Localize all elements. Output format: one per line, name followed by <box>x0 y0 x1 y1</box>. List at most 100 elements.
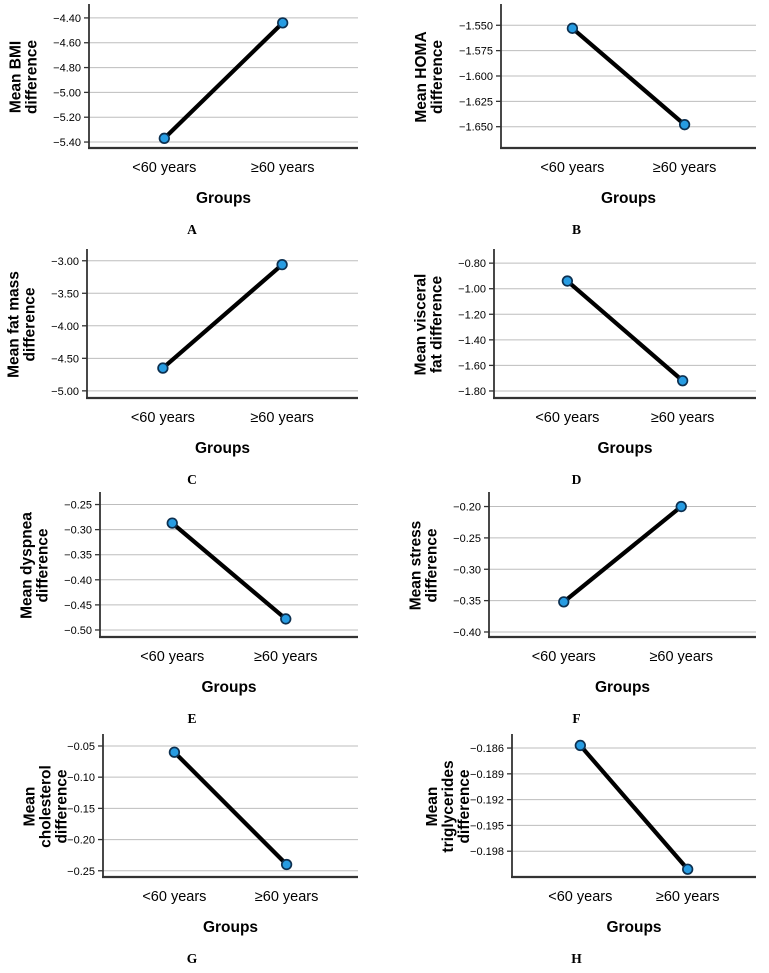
y-tick-label: −0.35 <box>453 596 481 608</box>
y-tick-label: −0.05 <box>67 741 95 753</box>
y-tick-label: −1.60 <box>458 360 486 372</box>
x-axis-title: Groups <box>601 190 656 207</box>
x-axis-title: Groups <box>597 440 652 457</box>
y-tick-label: −0.198 <box>470 846 504 858</box>
data-point-marker <box>158 132 170 144</box>
y-tick-label: −0.40 <box>453 627 481 639</box>
y-axis-title: Mean fat mass <box>6 271 23 378</box>
y-tick-label: −1.00 <box>458 284 486 296</box>
x-category-label: ≥60 years <box>651 410 715 426</box>
x-category-label: <60 years <box>131 410 195 426</box>
series-line <box>561 504 684 604</box>
x-category-label: <60 years <box>532 649 596 665</box>
y-tick-label: −0.25 <box>64 500 92 512</box>
data-point-marker <box>574 739 586 752</box>
x-category-label: <60 years <box>540 160 604 176</box>
y-tick-label: −0.30 <box>453 564 481 576</box>
data-point-marker <box>276 259 288 271</box>
x-category-label: <60 years <box>548 889 612 905</box>
chart-a-svg: −4.40 −4.60 −4.80 −5.00 −5.20 −5.40 <60 years ≥… <box>8 4 358 237</box>
data-point-marker <box>558 596 570 608</box>
y-axis-title: difference <box>35 528 52 602</box>
x-category-label: ≥60 years <box>251 160 315 176</box>
x-axis-title: Groups <box>195 440 250 457</box>
data-point-marker <box>678 119 691 131</box>
y-tick-label: −4.00 <box>51 321 79 333</box>
x-category-label: <60 years <box>142 889 206 905</box>
series-line <box>172 750 289 867</box>
panel-e: −0.25 −0.30 −0.35 −0.40 −0.45 −0.50 <60 years ≥… <box>0 488 384 730</box>
data-point-marker <box>280 858 293 871</box>
y-tick-label: −0.195 <box>470 820 504 832</box>
series-line <box>578 743 690 872</box>
chart-g-svg: −0.05 −0.10 −0.15 −0.20 −0.25 <60 years ≥60 ye… <box>22 734 358 966</box>
data-point-marker <box>277 17 289 29</box>
y-axis-title: difference <box>24 40 41 114</box>
y-axis-title: Mean <box>424 787 441 827</box>
y-tick-label: −5.40 <box>53 137 81 149</box>
panel-letter: H <box>571 951 582 966</box>
y-tick-label: −0.35 <box>64 550 92 562</box>
y-axis-title: difference <box>22 287 39 361</box>
y-tick-label: −3.50 <box>51 288 79 300</box>
data-point-marker <box>682 863 694 875</box>
panel-letter: E <box>187 711 196 726</box>
x-axis-title: Groups <box>196 190 251 207</box>
panel-letter: C <box>187 472 197 487</box>
y-tick-label: −3.00 <box>51 256 79 268</box>
y-axis-title: Mean BMI <box>8 41 25 113</box>
x-category-label: ≥60 years <box>656 889 720 905</box>
panel-c: −3.00 −3.50 −4.00 −4.50 −5.00 <60 years ≥60 ye… <box>0 245 384 488</box>
x-category-label: <60 years <box>132 160 196 176</box>
y-axis-title: difference <box>54 769 71 843</box>
data-point-marker <box>675 500 687 513</box>
x-category-label: ≥60 years <box>653 160 717 176</box>
y-tick-label: −4.60 <box>53 38 81 50</box>
chart-c-svg: −3.00 −3.50 −4.00 −4.50 −5.00 <60 years ≥60 ye… <box>6 249 358 487</box>
x-category-label: ≥60 years <box>250 410 314 426</box>
y-axis-title: difference <box>429 40 446 114</box>
panel-letter: A <box>187 222 197 237</box>
y-tick-label: −1.625 <box>459 96 493 108</box>
y-tick-label: −0.80 <box>458 258 486 270</box>
panel-a: −4.40 −4.60 −4.80 −5.00 −5.20 −5.40 <60 years ≥… <box>0 0 384 245</box>
panel-h: −0.186 −0.189 −0.192 −0.195 −0.198 <60 years ≥… <box>384 730 769 973</box>
data-point-marker <box>157 362 169 374</box>
x-category-label: <60 years <box>140 649 204 665</box>
y-tick-label: −0.20 <box>453 502 481 514</box>
y-tick-label: −0.20 <box>67 835 95 847</box>
data-point-marker <box>166 517 178 529</box>
panel-letter: G <box>187 951 198 966</box>
y-tick-label: −5.00 <box>51 386 79 398</box>
series-line <box>565 278 685 383</box>
panel-letter: B <box>572 222 581 237</box>
y-axis-title: fat difference <box>429 275 446 373</box>
y-tick-label: −0.25 <box>453 533 481 545</box>
data-point-marker <box>280 613 292 625</box>
y-tick-label: −0.10 <box>67 772 95 784</box>
chart-d-svg: −0.80 −1.00 −1.20 −1.40 −1.60 −1.80 <60 years ≥… <box>413 249 756 487</box>
y-tick-label: −1.600 <box>459 71 493 83</box>
x-category-label: ≥60 years <box>255 889 319 905</box>
y-tick-label: −4.40 <box>53 13 81 25</box>
panel-letter: D <box>572 472 582 487</box>
x-axis-title: Groups <box>595 679 650 696</box>
x-category-label: <60 years <box>535 410 599 426</box>
series-line <box>162 20 285 141</box>
x-axis-title: Groups <box>203 919 258 936</box>
chart-h-svg: −0.186 −0.189 −0.192 −0.195 −0.198 <60 years ≥… <box>424 734 756 966</box>
chart-f-svg: −0.20 −0.25 −0.30 −0.35 −0.40 <60 years ≥60 ye… <box>408 492 756 726</box>
x-axis-title: Groups <box>201 679 256 696</box>
series-line <box>160 262 285 371</box>
panel-d: −0.80 −1.00 −1.20 −1.40 −1.60 −1.80 <60 years ≥… <box>384 245 769 488</box>
y-tick-label: −0.45 <box>64 600 92 612</box>
x-category-label: ≥60 years <box>649 649 713 665</box>
series-line <box>170 521 288 622</box>
data-point-marker <box>566 22 579 34</box>
y-axis-title: cholesterol <box>38 765 55 848</box>
panel-f: −0.20 −0.25 −0.30 −0.35 −0.40 <60 years ≥60 ye… <box>384 488 769 730</box>
chart-e-svg: −0.25 −0.30 −0.35 −0.40 −0.45 −0.50 <60 years ≥… <box>19 492 358 726</box>
y-tick-label: −0.186 <box>470 743 504 755</box>
y-axis-title: Mean <box>22 787 39 827</box>
